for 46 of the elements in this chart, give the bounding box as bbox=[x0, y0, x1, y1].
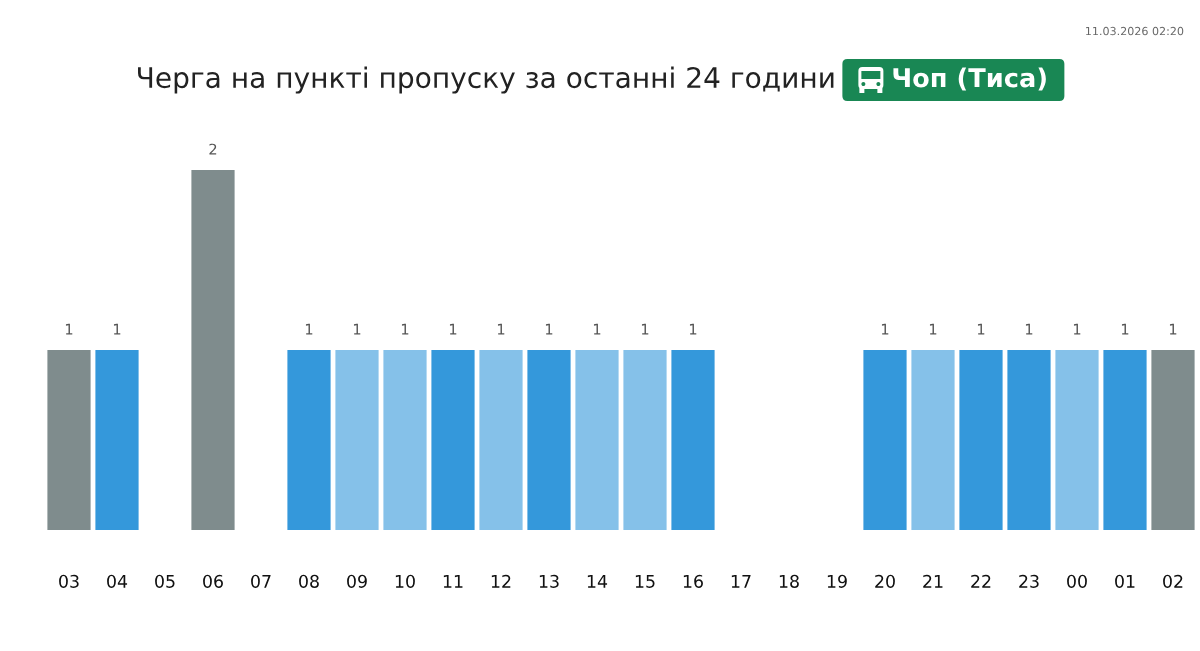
x-tick-label: 17 bbox=[731, 574, 751, 588]
data-label: 1 bbox=[1025, 323, 1033, 335]
x-tick-label: 10 bbox=[395, 574, 415, 588]
data-label: 2 bbox=[209, 143, 217, 155]
data-label: 1 bbox=[545, 323, 553, 335]
data-label: 1 bbox=[305, 323, 313, 335]
x-tick-label: 16 bbox=[683, 574, 703, 588]
x-tick-label: 04 bbox=[107, 574, 128, 588]
x-tick-label: 06 bbox=[203, 574, 223, 588]
data-label: 1 bbox=[593, 323, 601, 335]
x-tick-label: 14 bbox=[587, 574, 608, 588]
data-label: 1 bbox=[65, 323, 73, 335]
data-label: 1 bbox=[977, 323, 985, 335]
x-tick-label: 13 bbox=[539, 574, 559, 588]
x-tick-label: 05 bbox=[155, 574, 175, 588]
data-label: 1 bbox=[449, 323, 457, 335]
data-label: 1 bbox=[401, 323, 409, 335]
x-tick-label: 22 bbox=[971, 574, 991, 588]
x-tick-label: 18 bbox=[779, 574, 799, 588]
x-tick-label: 00 bbox=[1067, 574, 1087, 588]
chart-subtitle: Чоп (Тиса) bbox=[893, 67, 1046, 91]
x-tick-label: 12 bbox=[491, 574, 511, 588]
data-label: 1 bbox=[881, 323, 889, 335]
x-tick-label: 02 bbox=[1163, 574, 1183, 588]
x-tick-label: 07 bbox=[251, 574, 271, 588]
x-tick-label: 08 bbox=[299, 574, 319, 588]
x-tick-label: 20 bbox=[875, 574, 895, 588]
x-tick-label: 11 bbox=[443, 574, 463, 588]
x-tick-label: 15 bbox=[635, 574, 655, 588]
data-label: 1 bbox=[1073, 323, 1081, 335]
data-label: 1 bbox=[353, 323, 361, 335]
x-tick-label: 01 bbox=[1115, 574, 1135, 588]
x-tick-label: 23 bbox=[1019, 574, 1039, 588]
x-tick-label: 03 bbox=[59, 574, 79, 588]
data-label: 1 bbox=[1121, 323, 1129, 335]
data-label: 1 bbox=[929, 323, 937, 335]
data-label: 1 bbox=[689, 323, 697, 335]
x-tick-label: 19 bbox=[827, 574, 847, 588]
chart-title: Черга на пункті пропуску за останні 24 години bbox=[138, 66, 834, 94]
data-label: 1 bbox=[641, 323, 649, 335]
x-tick-label: 09 bbox=[347, 574, 367, 588]
x-tick-label: 21 bbox=[923, 574, 943, 588]
data-label: 1 bbox=[497, 323, 505, 335]
text: 11.03.2026 02:20 bbox=[1086, 26, 1184, 36]
data-label: 1 bbox=[1169, 323, 1177, 335]
data-label: 1 bbox=[113, 323, 121, 335]
